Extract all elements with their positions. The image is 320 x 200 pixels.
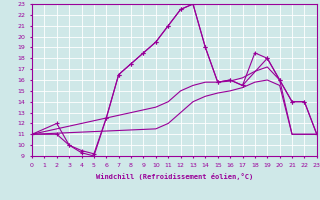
X-axis label: Windchill (Refroidissement éolien,°C): Windchill (Refroidissement éolien,°C): [96, 174, 253, 181]
